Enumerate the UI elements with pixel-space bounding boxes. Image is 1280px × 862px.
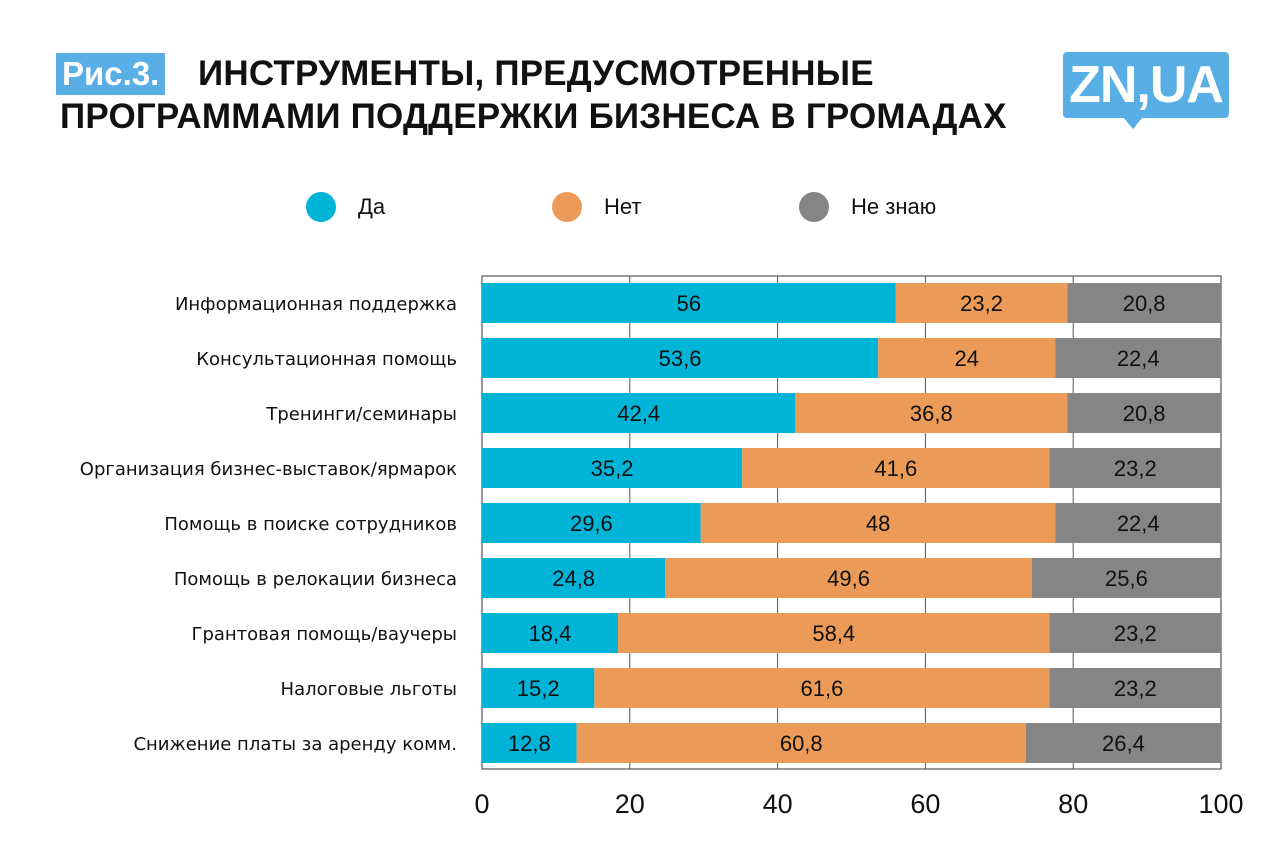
- data-label: 15,2: [517, 676, 560, 701]
- bar-segment-ne-znayu: [1055, 338, 1221, 378]
- data-label: 23,2: [1114, 456, 1157, 481]
- category-label: Грантовая помощь/ваучеры: [191, 624, 457, 645]
- bar-segment-ne-znayu: [1067, 393, 1221, 433]
- figure-number-badge: Рис.3.: [56, 53, 166, 95]
- bar-segment-ne-znayu: [1049, 448, 1221, 488]
- legend-dot-da-icon: [306, 192, 336, 222]
- data-label: 24,8: [552, 566, 595, 591]
- bar-segment-ne-znayu: [1049, 613, 1221, 653]
- x-tick-label: 80: [1058, 789, 1088, 819]
- legend-item-da: Да: [306, 190, 385, 224]
- data-label: 49,6: [827, 566, 870, 591]
- legend-dot-net-icon: [552, 192, 582, 222]
- legend-item-ne-znayu: Не знаю: [799, 190, 936, 224]
- bar-segment-ne-znayu: [1049, 668, 1221, 708]
- category-label: Снижение платы за аренду комм.: [133, 734, 457, 755]
- bar-segment-ne-znayu: [1025, 723, 1221, 763]
- x-tick-label: 100: [1198, 789, 1243, 819]
- chart-title-line-2: ПРОГРАММАМИ ПОДДЕРЖКИ БИЗНЕСА В ГРОМАДАХ: [60, 97, 1007, 136]
- bar-segment-net: [594, 668, 1050, 708]
- data-label: 23,2: [1114, 676, 1157, 701]
- bar-segment-da: [482, 613, 618, 653]
- bar-segment-da: [482, 283, 896, 323]
- data-label: 22,4: [1117, 511, 1160, 536]
- x-tick-label: 0: [474, 789, 489, 819]
- bar-segment-da: [482, 338, 879, 378]
- data-label: 41,6: [874, 456, 917, 481]
- legend-item-net: Нет: [552, 190, 641, 224]
- data-label: 23,2: [1114, 621, 1157, 646]
- legend-label-da: Да: [358, 194, 386, 219]
- data-label: 48: [866, 511, 890, 536]
- bar-segment-ne-znayu: [1067, 283, 1221, 323]
- legend-label-net: Нет: [604, 194, 642, 219]
- zn-ua-logo: ZN,UA: [1063, 52, 1229, 118]
- bar-segment-ne-znayu: [1055, 503, 1221, 543]
- chart-title-line-1: ИНСТРУМЕНТЫ, ПРЕДУСМОТРЕННЫЕ: [198, 54, 874, 93]
- data-label: 20,8: [1123, 291, 1166, 316]
- data-label: 12,8: [508, 731, 551, 756]
- bar-segment-net: [878, 338, 1056, 378]
- data-label: 18,4: [529, 621, 572, 646]
- category-label: Помощь в релокации бизнеса: [174, 569, 457, 590]
- bar-segment-da: [482, 448, 743, 488]
- data-label: 42,4: [617, 401, 660, 426]
- bar-segment-net: [665, 558, 1032, 598]
- bar-segment-da: [482, 723, 577, 763]
- x-tick-label: 20: [615, 789, 645, 819]
- bar-segment-da: [482, 503, 701, 543]
- legend-dot-ne-znayu-icon: [799, 192, 829, 222]
- data-label: 35,2: [591, 456, 634, 481]
- category-label: Тренинги/семинары: [265, 404, 457, 425]
- bar-segment-da: [482, 668, 595, 708]
- category-label: Консультационная помощь: [196, 349, 457, 370]
- bar-segment-da: [482, 558, 666, 598]
- data-label: 25,6: [1105, 566, 1148, 591]
- data-label: 60,8: [780, 731, 823, 756]
- bar-segment-net: [700, 503, 1056, 543]
- data-label: 29,6: [570, 511, 613, 536]
- bar-segment-net: [895, 283, 1068, 323]
- bar-segment-net: [795, 393, 1068, 433]
- bar-segment-net: [617, 613, 1050, 653]
- x-tick-label: 40: [763, 789, 793, 819]
- data-label: 20,8: [1123, 401, 1166, 426]
- data-label: 26,4: [1102, 731, 1145, 756]
- data-label: 56: [677, 291, 701, 316]
- bar-segment-net: [576, 723, 1026, 763]
- data-label: 22,4: [1117, 346, 1160, 371]
- data-label: 24: [955, 346, 979, 371]
- data-label: 61,6: [801, 676, 844, 701]
- x-tick-label: 60: [910, 789, 940, 819]
- category-label: Организация бизнес-выставок/ярмарок: [80, 459, 457, 480]
- category-label: Налоговые льготы: [281, 679, 457, 700]
- bar-segment-da: [482, 393, 796, 433]
- bar-segment-net: [742, 448, 1050, 488]
- data-label: 36,8: [910, 401, 953, 426]
- data-label: 23,2: [960, 291, 1003, 316]
- logo-speech-tail: [1123, 117, 1143, 129]
- legend-label-ne-znayu: Не знаю: [851, 194, 937, 219]
- bar-segment-ne-znayu: [1031, 558, 1221, 598]
- data-label: 53,6: [659, 346, 702, 371]
- category-label: Информационная поддержка: [175, 294, 457, 315]
- data-label: 58,4: [812, 621, 855, 646]
- category-label: Помощь в поиске сотрудников: [164, 514, 457, 535]
